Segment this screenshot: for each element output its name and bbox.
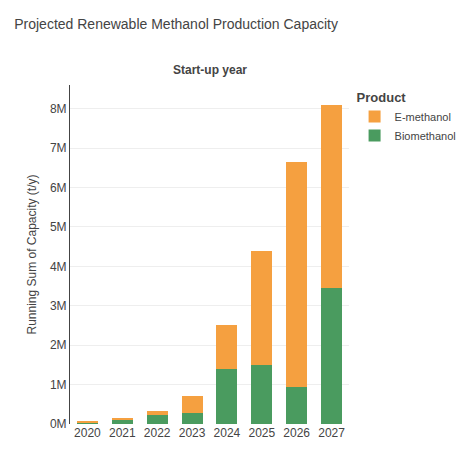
svg-text:2021: 2021	[109, 426, 136, 440]
svg-text:2020: 2020	[74, 426, 101, 440]
svg-text:Projected Renewable Methanol P: Projected Renewable Methanol Production …	[14, 16, 338, 32]
svg-text:2026: 2026	[283, 426, 310, 440]
svg-text:Product: Product	[357, 90, 407, 105]
svg-text:7M: 7M	[50, 141, 67, 155]
svg-text:4M: 4M	[50, 260, 67, 274]
svg-text:2024: 2024	[214, 426, 241, 440]
svg-text:5M: 5M	[50, 220, 67, 234]
svg-text:2025: 2025	[248, 426, 275, 440]
svg-text:Biomethanol: Biomethanol	[395, 130, 456, 142]
svg-text:3M: 3M	[50, 299, 67, 313]
svg-text:2022: 2022	[144, 426, 171, 440]
svg-text:2023: 2023	[179, 426, 206, 440]
svg-text:2027: 2027	[318, 426, 345, 440]
svg-text:Start-up year: Start-up year	[173, 63, 247, 77]
svg-text:E-methanol: E-methanol	[395, 111, 451, 123]
svg-text:1M: 1M	[50, 378, 67, 392]
svg-text:6M: 6M	[50, 181, 67, 195]
svg-text:Running Sum of Capacity (t/y): Running Sum of Capacity (t/y)	[25, 174, 39, 334]
svg-text:0M: 0M	[50, 417, 67, 431]
svg-text:2M: 2M	[50, 338, 67, 352]
svg-text:8M: 8M	[50, 102, 67, 116]
